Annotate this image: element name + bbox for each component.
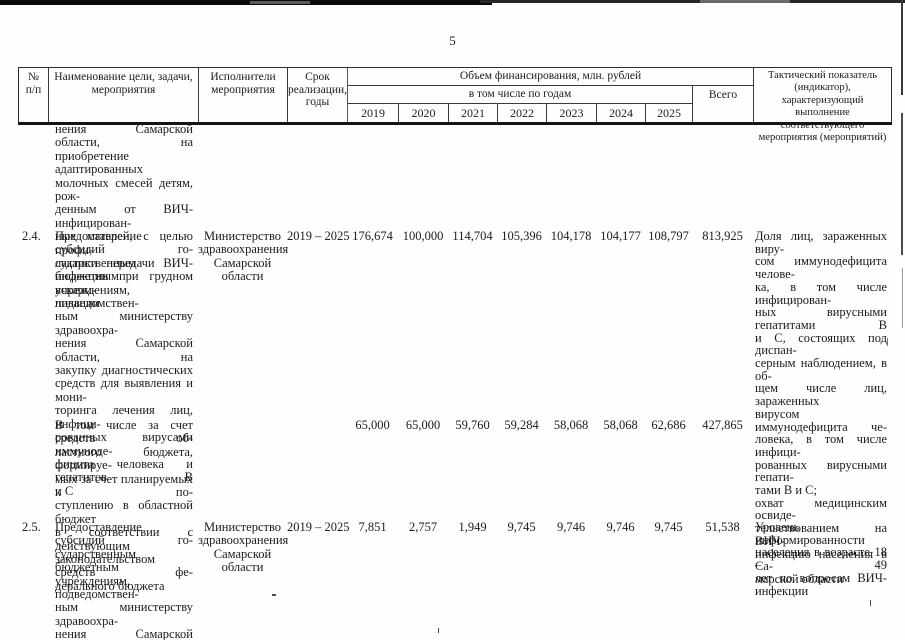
cell-value-2021: 114,704: [452, 229, 493, 243]
header-cell-by-years: в том числе по годам: [348, 86, 693, 104]
scan-artifact-right-edge: [901, 113, 903, 255]
cell-row-number: 2.4.: [22, 229, 41, 243]
cell-value-2022: 59,284: [504, 418, 539, 432]
cell-indicator: Доля лиц, зараженных виру-сом иммунодефи…: [755, 229, 887, 586]
header-cell-term: Срок реализации, годы: [288, 68, 348, 122]
header-cell-year-2022: 2022: [498, 104, 547, 122]
header-cell-financing: Объем финансирования, млн. рублей: [348, 68, 754, 86]
header-cell-total: Всего: [693, 86, 754, 122]
cell-measure-name: нения Самарской области, на приобретение …: [55, 122, 193, 311]
page-number: 5: [449, 33, 456, 48]
scan-speck: [887, 338, 888, 346]
cell-value-2019: 7,851: [358, 520, 387, 534]
table-row-continuation: нения Самарской области, на приобретение …: [18, 122, 890, 311]
cell-measure-name: Предоставление субсидий го-сударственным…: [55, 520, 193, 640]
cell-value-2020: 65,000: [405, 418, 441, 432]
header-cell-indicator: Тактический показатель (индикатор), хара…: [758, 70, 887, 144]
cell-term: 2019 – 2025: [287, 520, 350, 534]
cell-value-total: 813,925: [702, 229, 743, 243]
table-row-2-4: 2.4. Предоставление субсидий го-сударств…: [18, 229, 890, 586]
scan-speck: [272, 594, 276, 596]
header-cell-year-2024: 2024: [597, 104, 646, 122]
cell-executor: Министерство здравоохранения Самарской о…: [198, 520, 289, 575]
cell-value-2021: 1,949: [458, 520, 487, 534]
cell-value-2019: 65,000: [355, 418, 390, 432]
cell-value-2023: 104,178: [550, 229, 592, 243]
header-cell-num: № п/п: [19, 68, 49, 122]
cell-executor: Министерство здравоохранения Самарской о…: [198, 229, 289, 284]
header-cell-year-2021: 2021: [449, 104, 498, 122]
scan-artifact-top-edge: [480, 0, 905, 3]
table-row-including-budget: В том числе за счет средств об-ластного …: [18, 418, 890, 593]
cell-value-2024: 104,177: [600, 229, 641, 243]
cell-value-2025: 9,745: [654, 520, 683, 534]
cell-value-2025: 108,797: [648, 229, 689, 243]
cell-indicator: Уровень информированности населения в воз…: [755, 520, 887, 598]
scan-artifact-top-edge: [0, 0, 492, 5]
header-cell-year-2025: 2025: [646, 104, 693, 122]
cell-value-2025: 62,686: [651, 418, 686, 432]
cell-value-2024: 58,068: [603, 418, 638, 432]
cell-value-2023: 58,068: [553, 418, 589, 432]
cell-value-2020: 2,757: [408, 520, 438, 534]
header-cell-year-2019: 2019: [348, 104, 399, 122]
header-cell-year-2020: 2020: [399, 104, 449, 122]
header-cell-executor: Исполнители мероприятия: [199, 68, 288, 122]
cell-value-2020: 100,000: [402, 229, 444, 243]
header-cell-year-2023: 2023: [547, 104, 597, 122]
header-cell-name: Наименование цели, задачи, мероприятия: [49, 68, 199, 122]
cell-term: 2019 – 2025: [287, 229, 350, 243]
table-header: № п/п Наименование цели, задачи, меропри…: [18, 67, 892, 144]
cell-value-2021: 59,760: [455, 418, 490, 432]
cell-row-number: 2.5.: [22, 520, 41, 534]
scan-artifact-right-edge: [902, 268, 903, 328]
scan-speck: [870, 600, 871, 606]
cell-value-2019: 176,674: [352, 229, 393, 243]
scan-artifact-top-edge: [700, 0, 790, 3]
scan-speck: [438, 628, 439, 633]
table-row-2-5: 2.5. Предоставление субсидий го-сударств…: [18, 520, 890, 640]
cell-measure-name: В том числе за счет средств об-ластного …: [55, 418, 193, 593]
scan-artifact-right-edge: [901, 0, 903, 95]
cell-value-2022: 105,396: [501, 229, 542, 243]
cell-value-total: 51,538: [705, 520, 740, 534]
cell-value-2022: 9,745: [507, 520, 536, 534]
cell-value-2023: 9,746: [556, 520, 586, 534]
cell-value-2024: 9,746: [606, 520, 635, 534]
cell-measure-name: Предоставление субсидий го-сударственным…: [55, 229, 193, 498]
scan-artifact-top-edge: [250, 1, 310, 4]
cell-value-total: 427,865: [702, 418, 743, 432]
